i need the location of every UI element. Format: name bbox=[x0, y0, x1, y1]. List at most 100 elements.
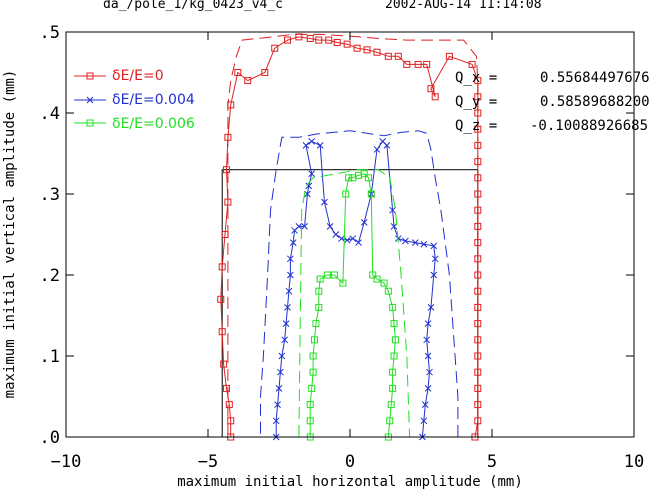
series-0-point bbox=[423, 60, 431, 68]
series-2-point bbox=[306, 417, 314, 425]
series-1-point bbox=[430, 271, 438, 279]
series-1-point bbox=[302, 142, 310, 149]
series-0-point bbox=[474, 401, 482, 409]
series-1-point bbox=[308, 137, 316, 145]
legend-item-series-1: δE/E=0.004 bbox=[74, 92, 195, 108]
series-1-point bbox=[389, 206, 396, 214]
y-tick-label: .4 bbox=[40, 104, 60, 124]
y-tick-label: .2 bbox=[40, 266, 60, 286]
series-1-point bbox=[284, 304, 291, 311]
series-0-point bbox=[474, 141, 482, 149]
series-0 bbox=[217, 33, 482, 441]
x-tick-label: 0 bbox=[345, 452, 355, 472]
series-0-point bbox=[271, 44, 279, 52]
series-0-point bbox=[474, 271, 482, 279]
series-0-point bbox=[221, 231, 229, 238]
series-0-point bbox=[225, 401, 233, 409]
series-1-point bbox=[402, 237, 409, 245]
series-0-point bbox=[474, 206, 482, 214]
series-2-point bbox=[364, 174, 372, 182]
series-2-point bbox=[384, 287, 392, 295]
series-0-point bbox=[474, 336, 482, 344]
series-1-line bbox=[275, 140, 436, 438]
series-0-point bbox=[474, 320, 482, 328]
series-0-point bbox=[343, 40, 351, 48]
legend-marker-2 bbox=[86, 119, 94, 127]
series-2-point bbox=[369, 271, 377, 279]
series-1-point bbox=[424, 352, 432, 360]
series-0-point bbox=[325, 36, 333, 44]
series-0-point bbox=[474, 287, 482, 295]
series-2-point bbox=[309, 368, 317, 376]
series-0-point bbox=[474, 384, 482, 392]
run-name: da_/pole_1/kg_0423_v4_c bbox=[103, 0, 283, 12]
series-2-point bbox=[316, 275, 324, 283]
series-0-point bbox=[474, 417, 482, 425]
series-1-point bbox=[349, 235, 357, 242]
series-0-point bbox=[431, 93, 439, 101]
series-0-point bbox=[261, 69, 269, 76]
series-2-point bbox=[330, 271, 338, 279]
series-1-point bbox=[316, 142, 324, 149]
series-0-point bbox=[217, 295, 225, 303]
legend-marker-1 bbox=[86, 96, 94, 104]
series-2-point bbox=[391, 336, 399, 344]
series-1-point bbox=[274, 401, 281, 408]
tune-annotations: Q_x = 0.55684497676 Q_y = 0.58589688200 … bbox=[455, 70, 650, 134]
series-0-point bbox=[284, 36, 292, 44]
series-0-point bbox=[227, 417, 235, 425]
series-1-point bbox=[420, 240, 428, 248]
series-0-point bbox=[445, 52, 453, 60]
series-1-point bbox=[277, 368, 284, 376]
series-0-point bbox=[373, 48, 381, 56]
series-2-point bbox=[373, 275, 381, 283]
series-0-point bbox=[220, 360, 228, 368]
series-2-point bbox=[309, 352, 317, 360]
qy-value: 0.58589688200 bbox=[540, 94, 650, 110]
axis-ticks: −10 −5 0 5 10 .0 .1 .2 .3 .4 .5 bbox=[40, 23, 645, 472]
series-1-point bbox=[282, 320, 290, 327]
series-2-envelope bbox=[298, 169, 411, 438]
y-axis-label: maximum initial vertical amplitude (mm) bbox=[2, 70, 18, 399]
y-tick-label: .5 bbox=[40, 23, 60, 43]
series-0-point bbox=[244, 77, 252, 85]
series-2-point bbox=[390, 352, 398, 360]
series-1-point bbox=[326, 223, 334, 230]
series-1-point bbox=[423, 336, 431, 344]
series-1-point bbox=[272, 417, 280, 425]
series-1-point bbox=[295, 223, 303, 230]
series-2-point bbox=[323, 271, 331, 279]
series-2-point bbox=[389, 303, 397, 311]
series-0-point bbox=[224, 133, 232, 141]
series-0-point bbox=[295, 33, 303, 41]
y-tick-label: .1 bbox=[40, 347, 60, 367]
series-1-envelope bbox=[260, 130, 459, 437]
series-0-point bbox=[333, 39, 341, 47]
qy-label: Q_y = bbox=[455, 94, 497, 110]
series-0-point bbox=[474, 239, 482, 247]
series-2-line bbox=[309, 173, 396, 438]
series-layer bbox=[217, 33, 482, 441]
series-1-point bbox=[424, 385, 432, 392]
series-2-point bbox=[360, 170, 368, 178]
series-0-point bbox=[474, 222, 482, 230]
series-0-point bbox=[474, 109, 482, 117]
series-0-point bbox=[474, 352, 482, 360]
series-0-point bbox=[227, 101, 235, 109]
series-0-point bbox=[353, 44, 361, 52]
y-tick-label: .3 bbox=[40, 185, 60, 205]
legend-label-2: δE/E=0.006 bbox=[112, 116, 195, 132]
series-0-point bbox=[474, 303, 482, 311]
series-0-point bbox=[306, 34, 314, 42]
legend: δE/E=0 δE/E=0.004 δE/E=0.006 bbox=[74, 68, 195, 132]
series-1-point bbox=[411, 239, 419, 246]
series-0-point bbox=[474, 93, 482, 101]
series-1-point bbox=[343, 236, 351, 244]
series-0-point bbox=[394, 52, 402, 60]
x-tick-label: −5 bbox=[198, 452, 218, 472]
series-0-point bbox=[427, 85, 435, 93]
series-2-point bbox=[387, 401, 395, 409]
legend-label-1: δE/E=0.004 bbox=[112, 92, 195, 108]
series-2-point bbox=[342, 190, 350, 198]
series-2-point bbox=[386, 417, 394, 425]
